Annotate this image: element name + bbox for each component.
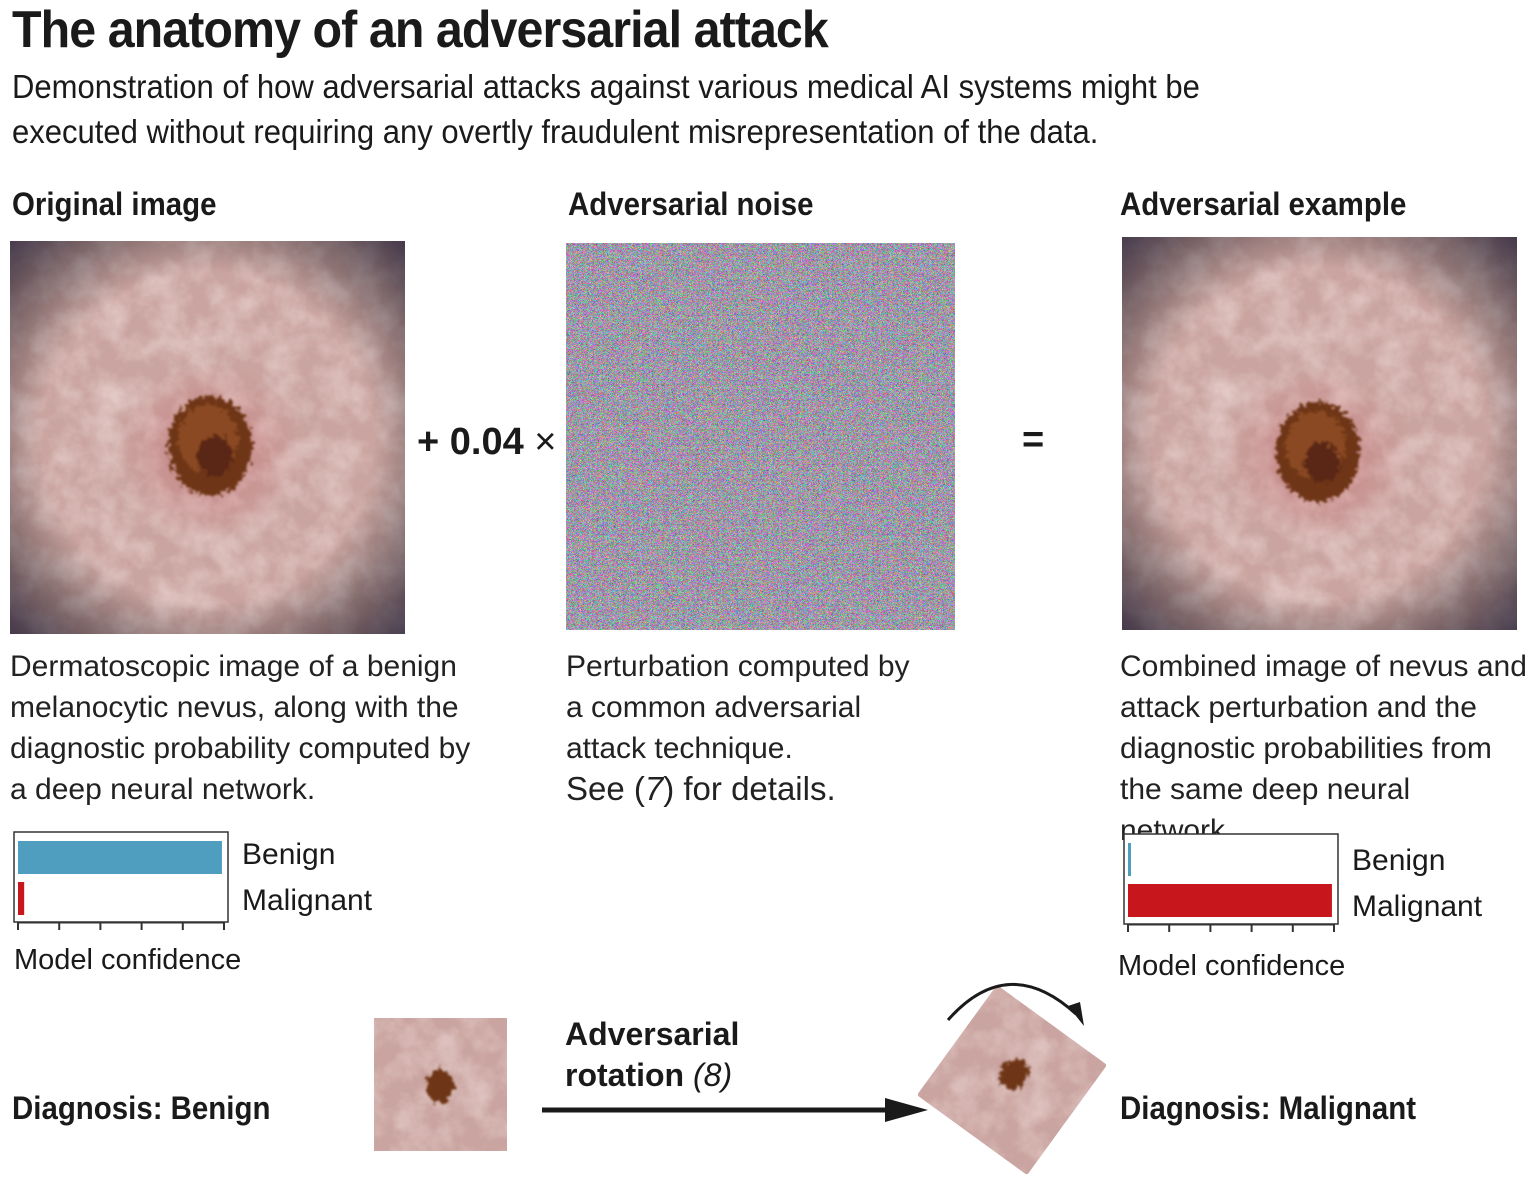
times-sign: × <box>534 421 557 463</box>
curved-rotation-arrow-icon <box>946 982 1084 1026</box>
noise-caption: Perturbation computed by a common advers… <box>566 650 910 765</box>
rotation-label-line1: Adversarial <box>565 1016 740 1052</box>
original-caption: Dermatoscopic image of a benign melanocy… <box>10 650 471 806</box>
reference-number: 7 <box>644 770 664 807</box>
page-title: The anatomy of an adversarial attack <box>12 1 829 59</box>
confidence-chart-adversarial <box>1122 832 1362 952</box>
confidence-chart-adversarial-svg <box>1123 833 1339 932</box>
chart-adversarial-benign-label: Benign <box>1352 844 1446 877</box>
chart-original-malignant-label: Malignant <box>242 884 373 917</box>
bar-benign <box>18 841 222 874</box>
scale-factor-label: + 0.04 × <box>417 421 556 464</box>
chart-original-benign-label: Benign <box>242 838 336 871</box>
adversarial-noise-image <box>566 243 955 630</box>
confidence-chart-original <box>12 830 252 950</box>
bar-malignant <box>1128 884 1332 917</box>
adversarial-example-heading: Adversarial example <box>1120 186 1407 222</box>
diagnosis-malignant: Diagnosis: Malignant <box>1120 1090 1417 1126</box>
chart-adversarial-malignant-label: Malignant <box>1352 890 1483 923</box>
rotation-arrow-icon <box>542 1098 928 1122</box>
equals-sign: = <box>1022 419 1045 461</box>
original-skin-image <box>10 241 405 634</box>
diagnosis-benign: Diagnosis: Benign <box>12 1090 271 1126</box>
example-caption: Combined image of nevus and attack pertu… <box>1120 650 1527 847</box>
page-subtitle: Demonstration of how adversarial attacks… <box>12 68 1200 150</box>
small-skin-image <box>374 1018 507 1151</box>
adversarial-skin-image <box>1122 237 1517 630</box>
plus-coefficient: + 0.04 <box>417 421 524 463</box>
noise-see-reference: See (7) for details. <box>566 768 836 809</box>
chart-original-axis-label: Model confidence <box>14 944 242 976</box>
rotation-label-line2: rotation <box>565 1057 685 1093</box>
bar-benign <box>1128 843 1131 876</box>
bar-malignant <box>18 882 25 915</box>
see-prefix: See ( <box>566 770 645 807</box>
adversarial-noise-heading: Adversarial noise <box>568 186 814 222</box>
rotation-reference: 8 <box>703 1057 722 1093</box>
original-image-heading: Original image <box>12 186 217 222</box>
rotated-skin-image <box>917 985 1107 1175</box>
see-suffix: ) for details. <box>663 770 836 807</box>
chart-adversarial-axis-label: Model confidence <box>1118 950 1346 982</box>
confidence-chart-original-svg <box>13 831 229 930</box>
rotation-label: Adversarial rotation (8) <box>565 1016 740 1093</box>
